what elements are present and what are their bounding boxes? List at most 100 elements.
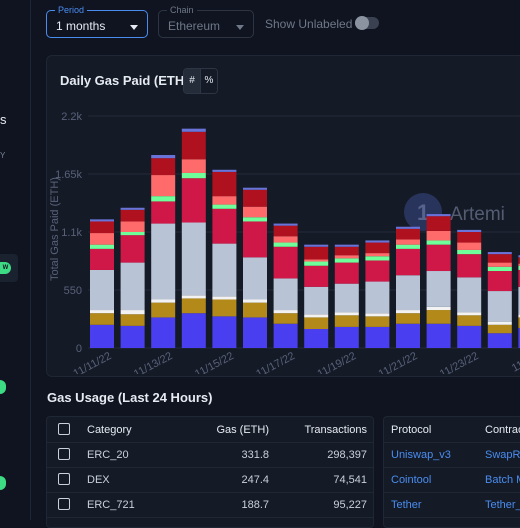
table-row[interactable]: Tether Tether_ [384,492,520,518]
bar-segment[interactable] [304,286,329,315]
bar-segment[interactable] [243,217,267,222]
bar-segment[interactable] [365,240,390,243]
bar-segment[interactable] [151,302,176,318]
bar-segment[interactable] [457,242,482,250]
bar-segment[interactable] [273,223,298,226]
bar-segment[interactable] [457,229,482,232]
bar-segment[interactable] [365,313,390,317]
bar-segment[interactable] [151,201,176,224]
bar-segment[interactable] [90,221,114,234]
select-all-checkbox[interactable] [58,423,70,435]
bar-segment[interactable] [457,315,482,326]
protocol-link[interactable]: Cointool [391,474,432,486]
bar-segment[interactable] [273,236,298,243]
bar-segment[interactable] [181,295,206,299]
bar-segment[interactable] [90,244,114,249]
bar-segment[interactable] [273,323,298,348]
bar-segment[interactable] [396,248,420,276]
bar-segment[interactable] [151,299,176,303]
bar-segment[interactable] [120,207,145,210]
bar-segment[interactable] [181,313,206,348]
bar-segment[interactable] [90,324,114,348]
bar-segment[interactable] [334,244,359,247]
bar-segment[interactable] [90,310,114,314]
bar-segment[interactable] [212,243,237,297]
bar-segment[interactable] [212,169,237,172]
bar-segment[interactable] [243,189,267,207]
protocol-link[interactable]: Uniswap_v3 [391,449,451,461]
table-row[interactable]: ERC_721 188.7 95,227 [47,492,373,518]
bar-segment[interactable] [304,265,329,287]
bar-segment[interactable] [396,275,420,311]
bar-segment[interactable] [181,222,206,296]
bar-segment[interactable] [365,316,390,327]
bar-segment[interactable] [273,313,298,324]
bar-segment[interactable] [243,257,267,300]
bar-segment[interactable] [212,204,237,209]
bar-segment[interactable] [243,187,267,190]
bar-segment[interactable] [304,314,329,318]
bar-segment[interactable] [518,286,520,315]
bar-segment[interactable] [396,226,420,229]
bar-segment[interactable] [212,196,237,205]
row-checkbox[interactable] [58,448,70,460]
show-unlabeled-toggle[interactable] [355,16,379,30]
bar-segment[interactable] [181,178,206,223]
bar-segment[interactable] [273,246,298,279]
bar-segment[interactable] [334,255,359,259]
table-row[interactable]: Cointool Batch M [384,467,520,493]
header-category[interactable]: Category [87,424,132,436]
bar-segment[interactable] [120,310,145,315]
bar-segment[interactable] [90,269,114,311]
bar-segment[interactable] [487,262,512,267]
bar-segment[interactable] [426,244,451,272]
bar-segment[interactable] [304,246,329,260]
bar-segment[interactable] [90,233,114,245]
bar-segment[interactable] [334,283,359,313]
bar-segment[interactable] [243,302,267,318]
bar-segment[interactable] [365,253,390,257]
bar-segment[interactable] [487,271,512,292]
bar-segment[interactable] [90,219,114,222]
bar-segment[interactable] [396,239,420,245]
bar-segment[interactable] [457,232,482,243]
bar-segment[interactable] [120,232,145,236]
bar-segment[interactable] [304,244,329,247]
bar-segment[interactable] [396,228,420,240]
bar-segment[interactable] [334,246,359,256]
header-transactions[interactable]: Transactions [304,424,367,436]
bar-segment[interactable] [457,254,482,278]
bar-segment[interactable] [487,254,512,263]
bar-segment[interactable] [396,244,420,249]
row-checkbox[interactable] [58,473,70,485]
bar-segment[interactable] [90,313,114,325]
bar-segment[interactable] [120,209,145,222]
bar-segment[interactable] [426,214,451,217]
percent-toggle-button[interactable]: % [200,69,217,93]
bar-segment[interactable] [151,223,176,300]
bar-segment[interactable] [304,329,329,348]
bar-segment[interactable] [120,235,145,263]
bar-segment[interactable] [273,310,298,314]
bar-segment[interactable] [243,221,267,258]
table-row[interactable]: ERC_20 331.8 298,397 [47,442,373,468]
bar-segment[interactable] [151,158,176,176]
bar-segment[interactable] [457,312,482,316]
contract-link[interactable]: SwapRo [485,449,520,461]
bar-segment[interactable] [518,257,520,264]
bar-segment[interactable] [212,208,237,244]
chain-select[interactable]: Chain Ethereum [158,5,254,38]
protocol-link[interactable]: Tether [391,499,422,511]
header-gas[interactable]: Gas (ETH) [216,424,269,436]
bar-segment[interactable] [151,196,176,202]
bar-segment[interactable] [212,296,237,300]
contract-link[interactable]: Tether_ [485,499,520,511]
bar-segment[interactable] [243,317,267,348]
bar-segment[interactable] [365,242,390,254]
bar-segment[interactable] [457,277,482,313]
bar-segment[interactable] [365,326,390,348]
absolute-toggle-button[interactable]: # [184,69,200,93]
bar-segment[interactable] [90,248,114,270]
bar-segment[interactable] [243,299,267,303]
bar-segment[interactable] [365,260,390,282]
